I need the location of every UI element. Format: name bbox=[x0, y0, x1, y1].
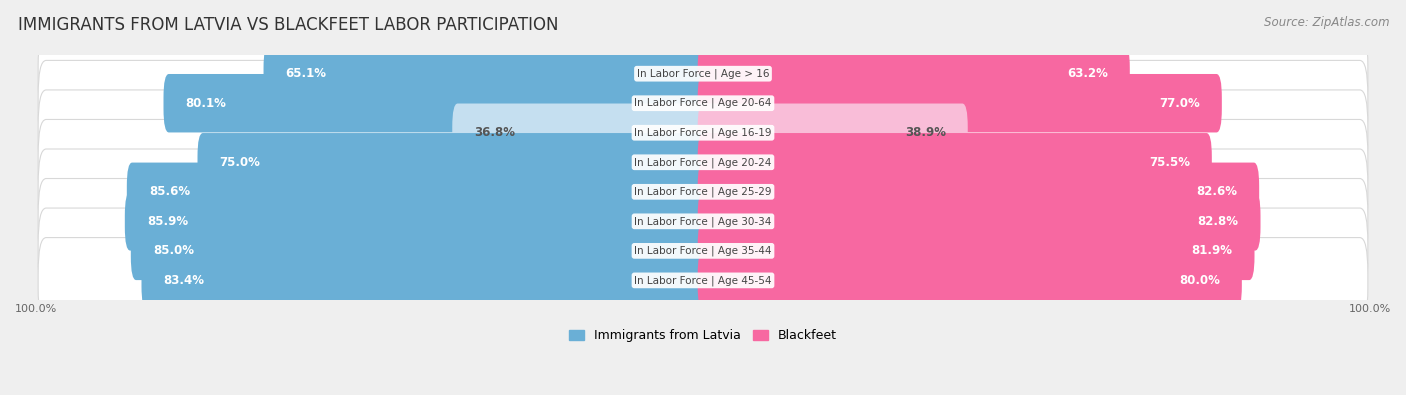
FancyBboxPatch shape bbox=[697, 133, 1212, 192]
Text: 80.1%: 80.1% bbox=[186, 97, 226, 110]
FancyBboxPatch shape bbox=[38, 237, 1368, 323]
FancyBboxPatch shape bbox=[163, 74, 709, 132]
Text: 82.8%: 82.8% bbox=[1198, 215, 1239, 228]
Text: 80.0%: 80.0% bbox=[1180, 274, 1220, 287]
Text: 82.6%: 82.6% bbox=[1197, 185, 1237, 198]
Text: 83.4%: 83.4% bbox=[163, 274, 204, 287]
FancyBboxPatch shape bbox=[697, 103, 967, 162]
Legend: Immigrants from Latvia, Blackfeet: Immigrants from Latvia, Blackfeet bbox=[564, 324, 842, 347]
FancyBboxPatch shape bbox=[125, 192, 709, 250]
FancyBboxPatch shape bbox=[263, 45, 709, 103]
FancyBboxPatch shape bbox=[131, 222, 709, 280]
Text: 63.2%: 63.2% bbox=[1067, 67, 1108, 80]
FancyBboxPatch shape bbox=[38, 90, 1368, 175]
Text: 38.9%: 38.9% bbox=[904, 126, 946, 139]
Text: 77.0%: 77.0% bbox=[1159, 97, 1199, 110]
FancyBboxPatch shape bbox=[697, 192, 1261, 250]
Text: 75.0%: 75.0% bbox=[219, 156, 260, 169]
FancyBboxPatch shape bbox=[697, 74, 1222, 132]
Text: In Labor Force | Age 45-54: In Labor Force | Age 45-54 bbox=[634, 275, 772, 286]
Text: 65.1%: 65.1% bbox=[285, 67, 326, 80]
Text: 85.6%: 85.6% bbox=[149, 185, 190, 198]
FancyBboxPatch shape bbox=[38, 119, 1368, 205]
FancyBboxPatch shape bbox=[127, 163, 709, 221]
FancyBboxPatch shape bbox=[697, 222, 1254, 280]
Text: 85.0%: 85.0% bbox=[153, 245, 194, 258]
FancyBboxPatch shape bbox=[697, 45, 1130, 103]
FancyBboxPatch shape bbox=[38, 149, 1368, 235]
Text: IMMIGRANTS FROM LATVIA VS BLACKFEET LABOR PARTICIPATION: IMMIGRANTS FROM LATVIA VS BLACKFEET LABO… bbox=[18, 16, 558, 34]
Text: 36.8%: 36.8% bbox=[474, 126, 515, 139]
Text: In Labor Force | Age 35-44: In Labor Force | Age 35-44 bbox=[634, 246, 772, 256]
Text: 75.5%: 75.5% bbox=[1149, 156, 1189, 169]
FancyBboxPatch shape bbox=[697, 163, 1260, 221]
FancyBboxPatch shape bbox=[142, 251, 709, 310]
Text: In Labor Force | Age 20-24: In Labor Force | Age 20-24 bbox=[634, 157, 772, 167]
FancyBboxPatch shape bbox=[38, 208, 1368, 293]
Text: In Labor Force | Age 25-29: In Labor Force | Age 25-29 bbox=[634, 186, 772, 197]
FancyBboxPatch shape bbox=[197, 133, 709, 192]
FancyBboxPatch shape bbox=[38, 179, 1368, 264]
Text: Source: ZipAtlas.com: Source: ZipAtlas.com bbox=[1264, 16, 1389, 29]
Text: In Labor Force | Age 30-34: In Labor Force | Age 30-34 bbox=[634, 216, 772, 227]
Text: In Labor Force | Age > 16: In Labor Force | Age > 16 bbox=[637, 68, 769, 79]
FancyBboxPatch shape bbox=[453, 103, 709, 162]
Text: 81.9%: 81.9% bbox=[1191, 245, 1233, 258]
FancyBboxPatch shape bbox=[38, 31, 1368, 117]
FancyBboxPatch shape bbox=[697, 251, 1241, 310]
Text: 85.9%: 85.9% bbox=[146, 215, 188, 228]
Text: In Labor Force | Age 16-19: In Labor Force | Age 16-19 bbox=[634, 128, 772, 138]
Text: In Labor Force | Age 20-64: In Labor Force | Age 20-64 bbox=[634, 98, 772, 109]
FancyBboxPatch shape bbox=[38, 60, 1368, 146]
